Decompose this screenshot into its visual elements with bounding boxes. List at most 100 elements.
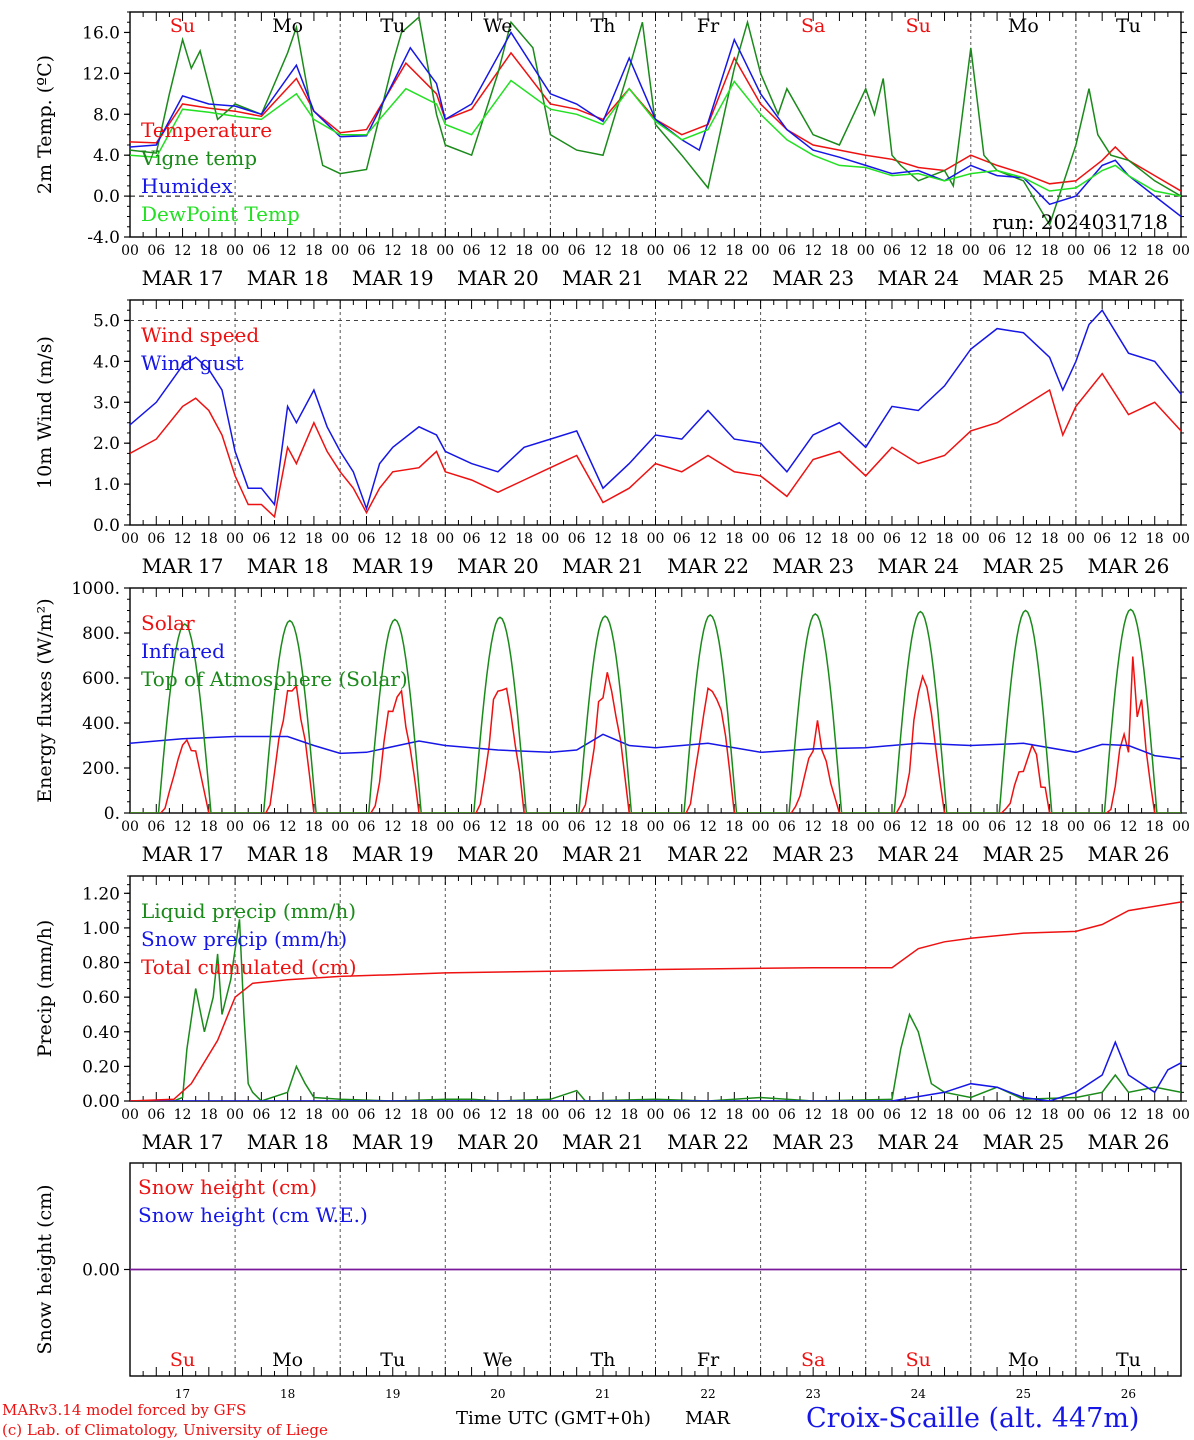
day-label: MAR 21: [562, 1130, 644, 1154]
hour-label: 12: [1014, 243, 1032, 259]
day-label: MAR 17: [142, 842, 224, 866]
weekday-label: Su: [170, 1349, 195, 1371]
y-tick-label: 600.: [82, 669, 120, 689]
hour-label: 00: [226, 531, 244, 547]
date-number: 21: [595, 1387, 610, 1401]
hour-label: 18: [936, 531, 954, 547]
hour-label: 00: [647, 531, 665, 547]
hour-label: 18: [515, 243, 533, 259]
y-axis-label: Energy fluxes (W/m²): [34, 598, 56, 802]
hour-label: 18: [936, 819, 954, 835]
hour-label: 00: [436, 819, 454, 835]
date-number: 19: [385, 1387, 400, 1401]
hour-label: 00: [331, 531, 349, 547]
y-tick-label: 0.00: [82, 1261, 120, 1281]
hour-label: 00: [1172, 243, 1190, 259]
hour-label: 06: [883, 531, 901, 547]
y-axis-label: 10m Wind (m/s): [34, 336, 56, 489]
hour-label: 18: [1146, 1107, 1164, 1123]
hour-label: 12: [699, 243, 717, 259]
legend-entry: Snow height (cm W.E.): [138, 1203, 368, 1227]
series-line: [130, 901, 1181, 1101]
hour-label: 12: [804, 243, 822, 259]
hour-label: 18: [725, 531, 743, 547]
day-label: MAR 18: [247, 842, 329, 866]
day-label: MAR 20: [457, 266, 539, 290]
weekday-label: We: [483, 1349, 512, 1371]
hour-label: 12: [174, 243, 192, 259]
hour-label: 12: [1014, 819, 1032, 835]
weekday-label: Sa: [801, 15, 825, 37]
y-tick-label: 200.: [82, 759, 120, 779]
hour-label: 00: [647, 243, 665, 259]
hour-label: 18: [725, 1107, 743, 1123]
hour-label: 06: [463, 531, 481, 547]
hour-label: 00: [647, 819, 665, 835]
day-label: MAR 17: [142, 1130, 224, 1154]
hour-label: 18: [515, 531, 533, 547]
weekday-label: Tu: [380, 1349, 405, 1371]
day-label: MAR 19: [352, 554, 434, 578]
day-label: MAR 22: [667, 266, 749, 290]
hour-label: 06: [673, 243, 691, 259]
hour-label: 00: [331, 819, 349, 835]
hour-label: 12: [699, 819, 717, 835]
hour-label: 06: [147, 243, 165, 259]
y-tick-label: 0.40: [82, 1023, 120, 1043]
legend-entry: Wind gust: [141, 351, 244, 375]
hour-label: 00: [857, 243, 875, 259]
panel-1: -4.0 0.0 4.0 8.0 12.0 16.0 2m Temp. (ºC) Temper…: [34, 11, 1190, 290]
hour-label: 06: [883, 819, 901, 835]
hour-label: 06: [778, 1107, 796, 1123]
hour-label: 06: [1093, 243, 1111, 259]
weekday-label: Mo: [272, 15, 303, 37]
hour-label: 18: [515, 819, 533, 835]
series-line: [130, 608, 1181, 813]
hour-label: 12: [489, 1107, 507, 1123]
hour-label: 00: [857, 531, 875, 547]
hour-label: 12: [909, 1107, 927, 1123]
day-label: MAR 20: [457, 842, 539, 866]
hour-label: 18: [1146, 819, 1164, 835]
weekday-label: Tu: [1116, 15, 1141, 37]
weekday-label: Sa: [801, 1349, 825, 1371]
hour-label: 00: [1067, 243, 1085, 259]
hour-label: 18: [200, 1107, 218, 1123]
weekday-label: We: [483, 15, 512, 37]
day-label: MAR 24: [877, 842, 959, 866]
hour-label: 06: [988, 1107, 1006, 1123]
weekday-label: Tu: [380, 15, 405, 37]
hour-label: 06: [252, 243, 270, 259]
panel-3: 0. 200. 400. 600. 800. 1000. Energy fluxes (W/…: [34, 579, 1190, 866]
y-tick-label: 3.0: [93, 393, 120, 413]
hour-label: 12: [279, 243, 297, 259]
y-axis-label: Snow height (cm): [34, 1184, 56, 1354]
hour-label: 06: [778, 243, 796, 259]
legend-entry: Temperature: [141, 118, 272, 142]
hour-label: 00: [121, 243, 139, 259]
day-label: MAR 20: [457, 554, 539, 578]
legend-entry: Vigne temp: [140, 146, 257, 170]
hour-label: 06: [252, 531, 270, 547]
day-label: MAR 23: [772, 842, 854, 866]
day-label: MAR 24: [877, 554, 959, 578]
hour-label: 12: [909, 819, 927, 835]
hour-label: 18: [620, 819, 638, 835]
hour-label: 12: [804, 819, 822, 835]
day-label: MAR 19: [352, 1130, 434, 1154]
series-line: [130, 15, 1181, 227]
hour-label: 06: [252, 1107, 270, 1123]
hour-label: 18: [305, 819, 323, 835]
weekday-label: Tu: [1116, 1349, 1141, 1371]
series-line: [130, 656, 1181, 813]
hour-label: 12: [699, 531, 717, 547]
hour-label: 00: [962, 243, 980, 259]
hour-label: 12: [1120, 1107, 1138, 1123]
hour-label: 18: [305, 531, 323, 547]
legend-entry: Top of Atmosphere (Solar): [141, 667, 408, 691]
hour-label: 00: [962, 531, 980, 547]
hour-label: 06: [883, 1107, 901, 1123]
hour-label: 00: [752, 819, 770, 835]
hour-label: 12: [489, 819, 507, 835]
